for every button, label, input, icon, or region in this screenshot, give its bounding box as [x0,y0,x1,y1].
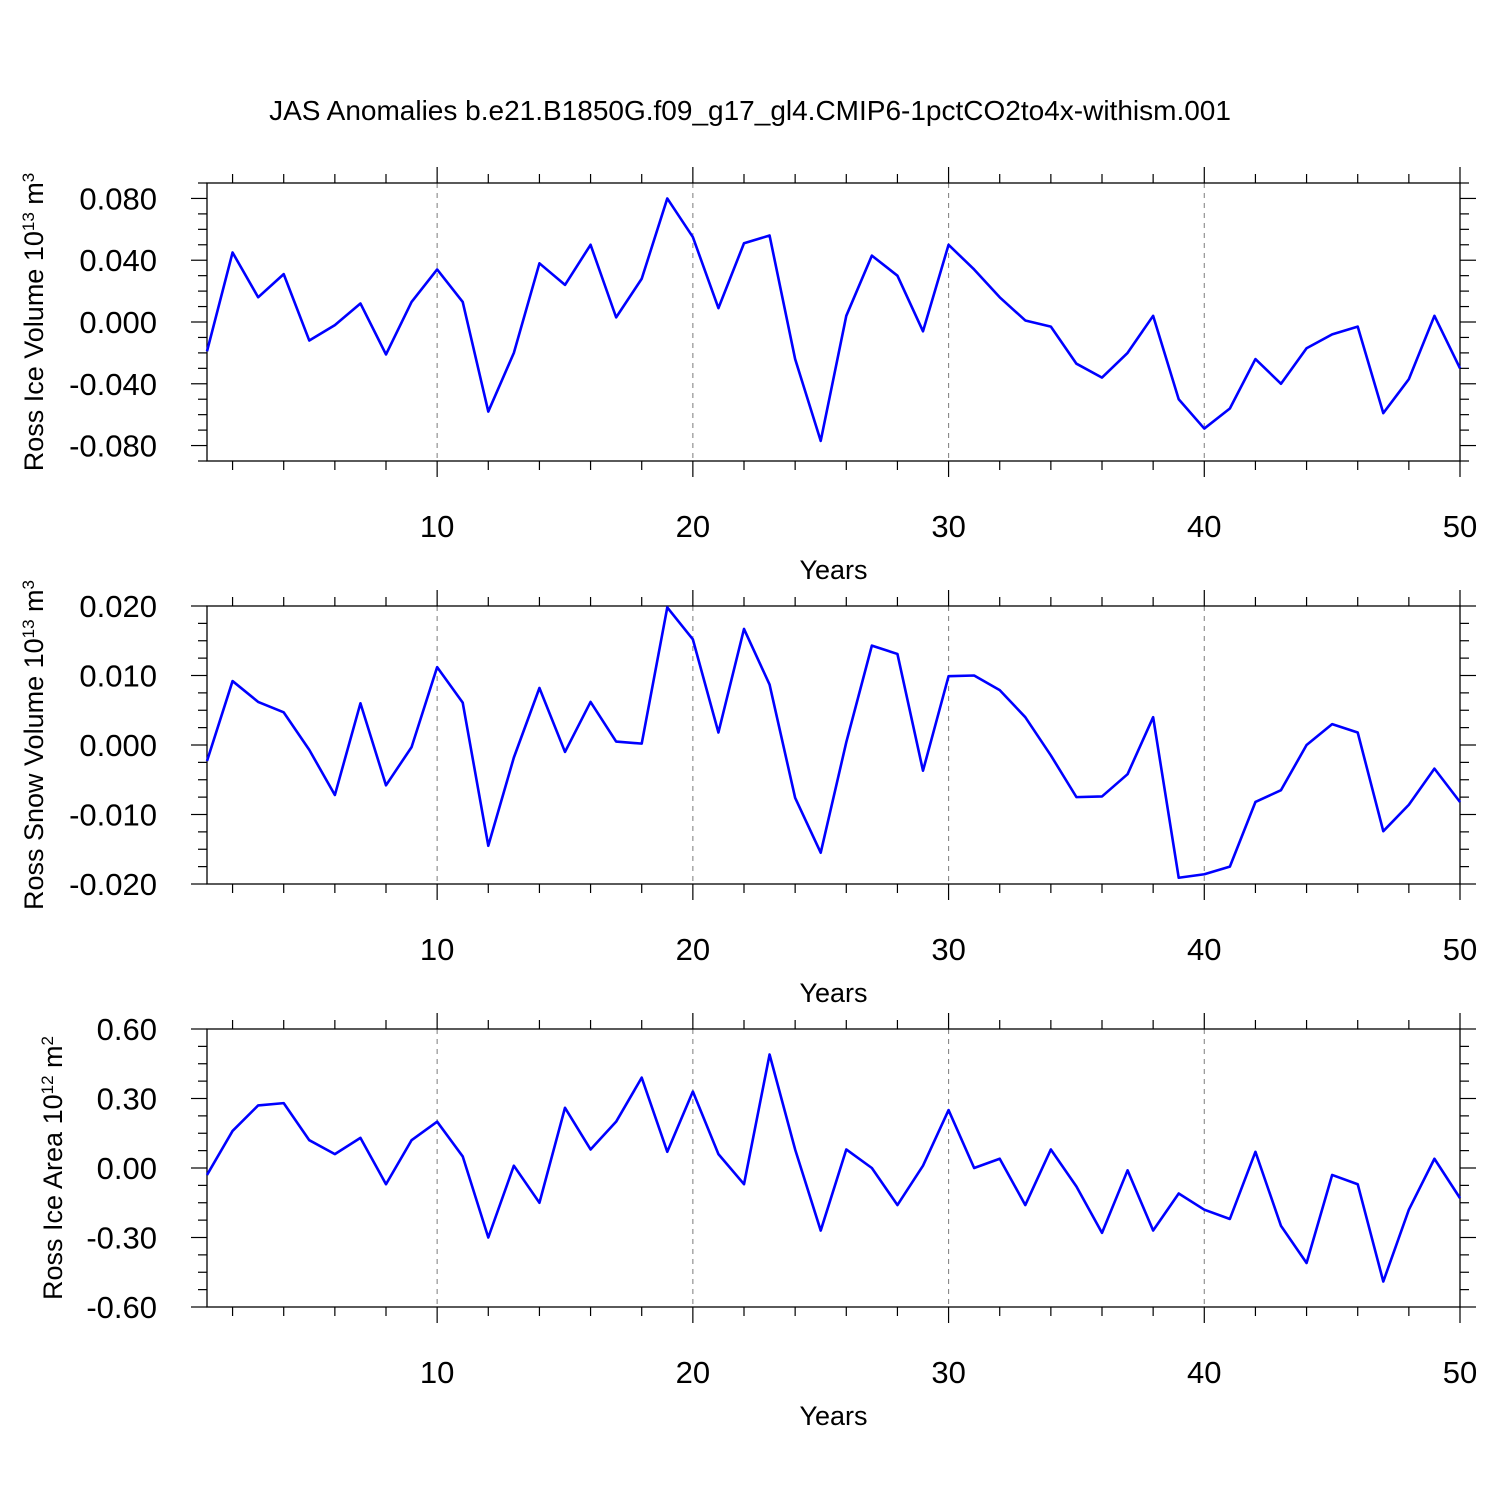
series-line [205,197,1462,443]
panel-1: 10 20 30 40 50 -0.080 -0.040 0.000 0.040 0.080 Yea… [19,167,1477,585]
y-axis-title-unit: m [38,1045,68,1075]
y-tick-label: -0.60 [86,1290,157,1325]
y-axis-title-exponent: 13 [19,619,38,638]
y-tick-label: 0.010 [79,659,157,694]
panels: 10 20 30 40 50 -0.080 -0.040 0.000 0.040 0.080 Yea… [19,167,1478,1431]
x-tick-label: 30 [931,1355,965,1390]
y-axis-title-unit: m [19,589,49,619]
y-axis-title: Ross Ice Area 1012 m2 [38,1036,68,1300]
y-tick-label: -0.010 [69,798,157,833]
y-tick-label: 0.60 [97,1012,157,1047]
y-axis-title-exponent: 13 [19,212,38,231]
panel-2: 10 20 30 40 50 -0.020 -0.010 0.000 0.010 0.020 Yea… [19,580,1478,1008]
y-axis-title-main: Ross Ice Area 10 [38,1094,68,1300]
y-axis-title-unit-exponent: 3 [19,580,38,589]
x-tick-label: 20 [676,509,710,544]
x-tick-label: 40 [1187,932,1221,967]
y-tick-label: 0.040 [79,243,157,278]
x-tick-label: 40 [1187,509,1221,544]
y-axis-title: Ross Snow Volume 1013 m3 [19,580,49,910]
panel-3: 10 20 30 40 50 -0.60 -0.30 0.00 0.30 0.60 Years Ros… [38,1012,1478,1431]
x-tick-label: 20 [676,1355,710,1390]
plot-frame [206,182,1461,462]
x-tick-label: 30 [931,932,965,967]
x-axis-title: Years [799,978,867,1008]
y-tick-label: 0.30 [97,1082,157,1117]
series-line [205,1053,1462,1283]
y-axis-title-exponent: 12 [38,1075,57,1094]
x-tick-label: 40 [1187,1355,1221,1390]
y-tick-label: -0.020 [69,867,157,902]
y-tick-label: -0.080 [69,429,157,464]
x-tick-label: 50 [1443,509,1477,544]
y-tick-label: 0.000 [79,305,157,340]
x-tick-label: 30 [931,509,965,544]
x-tick-label: 10 [420,932,454,967]
y-axis-title-unit-exponent: 2 [38,1036,57,1045]
x-axis-title: Years [799,1401,867,1431]
x-tick-label: 20 [676,932,710,967]
y-tick-label: -0.040 [69,367,157,402]
y-tick-label: 0.020 [79,589,157,624]
y-tick-label: 0.080 [79,181,157,216]
y-tick-label: 0.00 [97,1151,157,1186]
y-tick-label: 0.000 [79,728,157,763]
x-tick-label: 10 [420,1355,454,1390]
y-axis-title-unit: m [19,182,49,212]
y-tick-label: -0.30 [86,1221,157,1256]
series-line [205,606,1462,880]
x-axis-title: Years [799,555,867,585]
x-tick-label: 10 [420,509,454,544]
y-axis-title: Ross Ice Volume 1013 m3 [19,173,49,472]
x-tick-label: 50 [1443,1355,1477,1390]
figure-title: JAS Anomalies b.e21.B1850G.f09_g17_gl4.C… [269,95,1231,126]
y-axis-title-main: Ross Snow Volume 10 [19,638,49,910]
y-axis-title-main: Ross Ice Volume 10 [19,231,49,471]
x-tick-label: 50 [1443,932,1477,967]
plot-frame [206,605,1461,885]
y-axis-title-unit-exponent: 3 [19,173,38,182]
